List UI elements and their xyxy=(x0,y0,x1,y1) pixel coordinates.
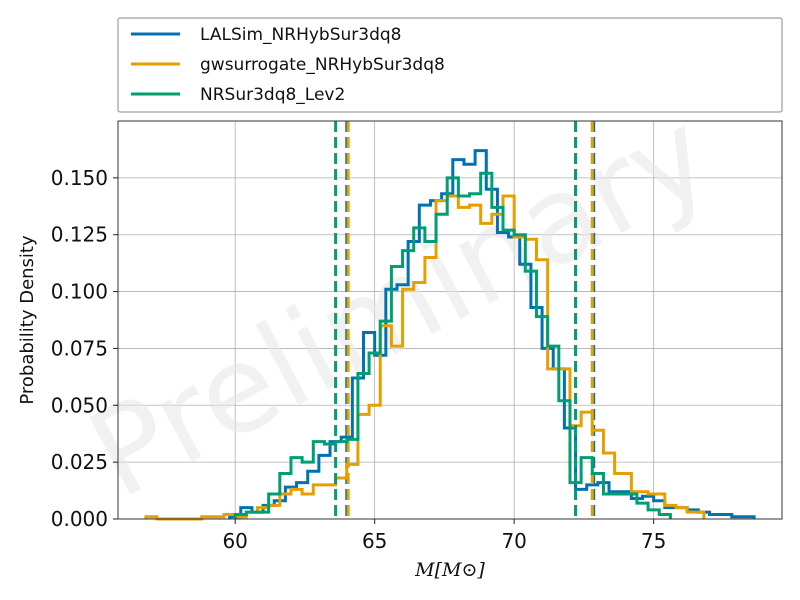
axis-ticks: 60 65 70 75 0.000 0.025 0.050 0.075 0.100 0.125 0.… xyxy=(51,166,667,553)
x-tick-label: 75 xyxy=(641,529,666,553)
y-tick-label: 0.125 xyxy=(51,223,108,247)
legend-label-1: gwsurrogate_NRHybSur3dq8 xyxy=(200,55,445,75)
x-tick-label: 65 xyxy=(362,529,387,553)
x-tick-label: 60 xyxy=(222,529,247,553)
plot-area: Preliminary 60 65 70 75 0.000 0.025 0.050 0.075… xyxy=(51,85,783,553)
plot-frame xyxy=(117,120,783,520)
watermark-text: Preliminary xyxy=(68,85,732,526)
y-tick-label: 0.100 xyxy=(51,280,108,304)
x-axis-label: M[M⊙] xyxy=(414,559,485,581)
y-tick-label: 0.000 xyxy=(51,507,108,531)
y-tick-label: 0.025 xyxy=(51,450,108,474)
histogram-step-line xyxy=(233,171,672,519)
legend-label-0: LALSim_NRHybSur3dq8 xyxy=(200,25,401,45)
y-tick-label: 0.075 xyxy=(51,336,108,360)
series-2 xyxy=(233,121,672,519)
y-axis-label: Probability Density xyxy=(17,235,38,405)
y-tick-label: 0.050 xyxy=(51,393,108,417)
legend-box xyxy=(117,17,783,113)
series-layer xyxy=(144,121,756,521)
histogram-step-line xyxy=(228,149,756,519)
y-tick-label: 0.150 xyxy=(51,166,108,190)
legend: LALSim_NRHybSur3dq8 gwsurrogate_NRHybSur… xyxy=(117,17,783,113)
legend-label-2: NRSur3dq8_Lev2 xyxy=(200,85,345,105)
x-tick-label: 70 xyxy=(501,529,526,553)
